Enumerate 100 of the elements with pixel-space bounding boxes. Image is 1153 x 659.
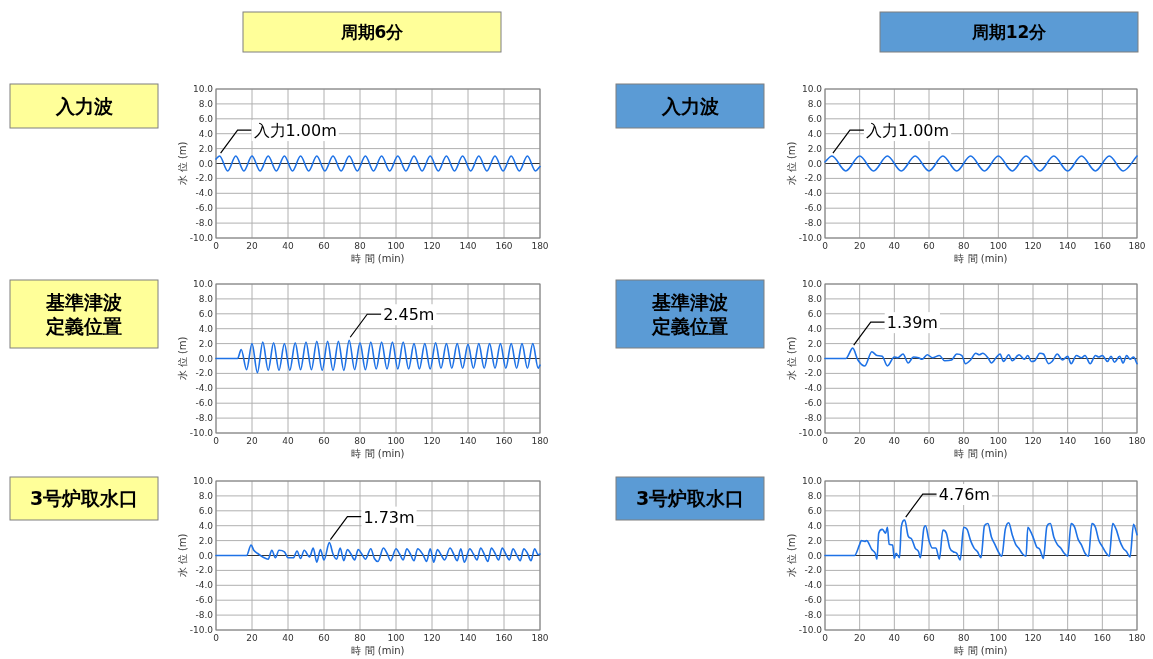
- y-tick-label: -2.0: [195, 565, 214, 576]
- x-tick-label: 80: [957, 241, 970, 251]
- x-tick-label: 40: [888, 436, 901, 446]
- x-tick-label: 40: [888, 633, 901, 643]
- x-tick-label: 180: [531, 633, 549, 643]
- chart-title: 3号炉取水口: [635, 487, 745, 510]
- y-tick-label: -2.0: [804, 368, 823, 379]
- y-axis-title: 水 位 (m): [177, 141, 188, 186]
- x-tick-label: 160: [1093, 436, 1112, 446]
- y-tick-label: 2.0: [198, 535, 214, 546]
- y-tick-label: 6.0: [198, 308, 214, 319]
- y-tick-label: -10.0: [189, 233, 214, 243]
- x-tick-label: 140: [459, 436, 477, 446]
- x-tick-label: 140: [1059, 241, 1077, 251]
- y-tick-label: 6.0: [198, 113, 214, 124]
- y-tick-label: -8.0: [195, 610, 214, 621]
- x-tick-label: 120: [1024, 436, 1042, 446]
- x-tick-label: 160: [1093, 241, 1112, 251]
- y-tick-label: -4.0: [195, 188, 214, 199]
- x-tick-label: 120: [1024, 633, 1042, 643]
- line-series: [215, 339, 541, 374]
- y-tick-label: -6.0: [195, 398, 214, 409]
- y-tick-label: 4.0: [198, 128, 214, 139]
- x-tick-label: 60: [318, 436, 330, 446]
- y-tick-label: 10.0: [192, 84, 214, 94]
- x-tick-label: 100: [989, 436, 1008, 446]
- y-tick-label: 10.0: [801, 84, 823, 94]
- x-tick-label: 20: [246, 241, 258, 251]
- annotation: 2.45m: [383, 305, 435, 325]
- y-tick-label: -10.0: [189, 428, 214, 438]
- annotation: 1.73m: [363, 507, 415, 527]
- y-tick-label: 10.0: [192, 279, 214, 289]
- y-tick-label: -8.0: [804, 610, 823, 621]
- x-tick-label: 120: [1024, 241, 1042, 251]
- x-tick-label: 0: [213, 241, 220, 251]
- x-tick-label: 40: [282, 633, 294, 643]
- x-tick-label: 60: [923, 436, 935, 446]
- y-tick-label: 2.0: [198, 338, 214, 349]
- x-tick-label: 0: [213, 633, 220, 643]
- y-tick-label: 0.0: [198, 550, 214, 561]
- y-tick-label: 10.0: [801, 279, 823, 289]
- y-tick-label: -10.0: [189, 625, 214, 635]
- y-tick-label: -2.0: [195, 368, 214, 379]
- y-tick-label: -8.0: [195, 413, 214, 424]
- x-tick-label: 20: [853, 436, 866, 446]
- y-tick-label: 2.0: [198, 143, 214, 154]
- x-tick-label: 160: [495, 436, 513, 446]
- y-tick-label: 0.0: [198, 353, 214, 364]
- text: 周期12分: [970, 21, 1048, 42]
- x-axis-title: 時 間 (min): [351, 448, 405, 459]
- annotation: 入力1.00m: [253, 121, 337, 141]
- line-series: [824, 519, 1138, 561]
- y-tick-label: 4.0: [807, 323, 823, 334]
- text: 基準津波定義位置: [651, 290, 728, 337]
- x-axis-title: 時 間 (min): [954, 253, 1008, 264]
- y-tick-label: 10.0: [192, 476, 214, 486]
- x-tick-label: 0: [822, 436, 829, 446]
- y-tick-label: 2.0: [807, 535, 823, 546]
- y-tick-label: 4.0: [198, 520, 214, 531]
- y-tick-label: 8.0: [807, 98, 823, 109]
- x-tick-label: 60: [923, 241, 935, 251]
- x-tick-label: 120: [423, 241, 441, 251]
- y-tick-label: -4.0: [804, 383, 823, 394]
- y-tick-label: -2.0: [804, 173, 823, 184]
- x-tick-label: 100: [387, 633, 405, 643]
- y-tick-label: -8.0: [804, 413, 823, 424]
- x-tick-label: 140: [1059, 436, 1077, 446]
- x-tick-label: 40: [282, 436, 294, 446]
- x-tick-label: 180: [1128, 241, 1146, 251]
- y-tick-label: 6.0: [807, 113, 823, 124]
- y-tick-label: -4.0: [804, 580, 823, 591]
- x-axis-title: 時 間 (min): [351, 645, 405, 656]
- x-axis-title: 時 間 (min): [954, 645, 1008, 656]
- x-tick-label: 100: [387, 241, 405, 251]
- x-tick-label: 100: [989, 633, 1008, 643]
- y-tick-label: -4.0: [195, 383, 214, 394]
- x-tick-label: 60: [318, 633, 330, 643]
- x-tick-label: 20: [853, 633, 866, 643]
- x-axis-title: 時 間 (min): [954, 448, 1008, 459]
- y-tick-label: -10.0: [798, 625, 823, 635]
- y-tick-label: -6.0: [804, 595, 823, 606]
- y-tick-label: 8.0: [807, 490, 823, 501]
- y-tick-label: 8.0: [807, 293, 823, 304]
- y-tick-label: 6.0: [807, 505, 823, 516]
- x-tick-label: 40: [282, 241, 294, 251]
- y-tick-label: 8.0: [198, 293, 214, 304]
- y-tick-label: 4.0: [807, 520, 823, 531]
- line-series: [215, 155, 541, 172]
- y-tick-label: -10.0: [798, 233, 823, 243]
- x-tick-label: 120: [423, 436, 441, 446]
- y-axis-title: 水 位 (m): [786, 141, 797, 186]
- x-tick-label: 40: [888, 241, 901, 251]
- x-tick-label: 180: [531, 436, 549, 446]
- annotation: 入力1.00m: [865, 121, 950, 141]
- x-tick-label: 80: [957, 436, 970, 446]
- y-tick-label: -10.0: [798, 428, 823, 438]
- y-tick-label: 0.0: [807, 550, 823, 561]
- x-tick-label: 140: [459, 633, 477, 643]
- x-tick-label: 140: [459, 241, 477, 251]
- x-tick-label: 60: [923, 633, 935, 643]
